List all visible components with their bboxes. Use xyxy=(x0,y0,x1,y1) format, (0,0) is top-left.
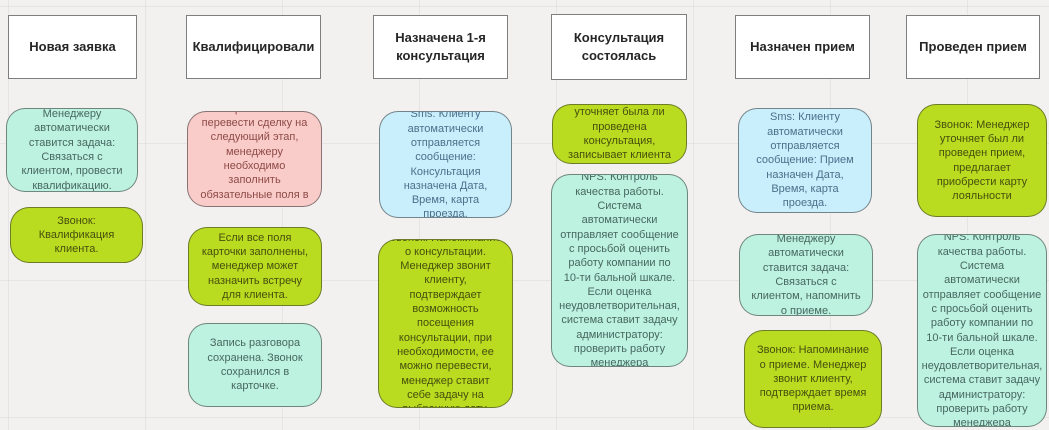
sticky-note-text: NPS: Контроль качества работы. Система а… xyxy=(921,234,1043,427)
sticky-note[interactable]: Звонок: Менеджер уточняет была ли провед… xyxy=(552,104,687,164)
sticky-note[interactable]: NPS: Контроль качества работы. Система а… xyxy=(551,174,688,367)
stage-header-appointment-set[interactable]: Назначен прием xyxy=(735,15,870,79)
sticky-note[interactable]: Sms: Клиенту автоматически отправляется … xyxy=(379,111,512,218)
stage-header-new-request[interactable]: Новая заявка xyxy=(8,15,137,79)
sticky-note[interactable]: Менеджеру автоматически ставится задача:… xyxy=(739,234,873,316)
sticky-note-text: NPS: Контроль качества работы. Система а… xyxy=(559,174,680,367)
sticky-note-text: Менеджеру автоматически ставится задача:… xyxy=(751,234,861,316)
sticky-note[interactable]: Звонок: Напоминание о консультации. Мене… xyxy=(378,239,513,408)
stage-header-label: Назначен прием xyxy=(750,39,855,55)
sticky-note[interactable]: Запись разговора сохранена. Звонок сохра… xyxy=(188,323,322,407)
sticky-note-text: Sms: Клиенту автоматически отправляется … xyxy=(403,111,488,218)
sticky-note-text: Звонок: Напоминание о приеме. Менеджер з… xyxy=(757,344,869,414)
sticky-note-text: Звонок: Менеджер уточняет был ли проведе… xyxy=(934,118,1030,203)
stage-header-qualified[interactable]: Квалифицировали xyxy=(186,15,321,79)
sticky-note-text: Звонок: Квалификация клиента. xyxy=(38,214,115,256)
stage-header-consultation-done[interactable]: Консультация состоялась xyxy=(551,14,687,80)
sticky-note-text: Менеджеру автоматически ставится задача:… xyxy=(21,108,123,192)
sticky-note-text: Если все поля карточки заполнены, менедж… xyxy=(201,231,309,301)
stage-header-label: Новая заявка xyxy=(29,39,116,55)
sticky-note-text: Sms: Клиенту автоматически отправляется … xyxy=(756,111,854,210)
sticky-note[interactable]: Звонок: Квалификация клиента. xyxy=(10,207,143,263)
sticky-note[interactable]: Контроль: Чтобы перевести сделку на след… xyxy=(187,111,322,207)
stage-header-label: Консультация состоялась xyxy=(573,30,665,63)
stage-header-first-consultation[interactable]: Назначена 1-я консультация xyxy=(373,15,508,79)
sticky-note[interactable]: Если все поля карточки заполнены, менедж… xyxy=(188,227,322,306)
sticky-note-text: Запись разговора сохранена. Звонок сохра… xyxy=(207,337,303,393)
stage-header-label: Квалифицировали xyxy=(192,39,315,55)
stage-header-label: Проведен прием xyxy=(919,39,1027,55)
sticky-note-text: Контроль: Чтобы перевести сделку на след… xyxy=(200,112,309,206)
sticky-note[interactable]: Звонок: Напоминание о приеме. Менеджер з… xyxy=(744,330,882,428)
sticky-note[interactable]: NPS: Контроль качества работы. Система а… xyxy=(917,234,1047,427)
sticky-note-text: Звонок: Напоминание о консультации. Мене… xyxy=(390,240,502,407)
sticky-note[interactable]: Менеджеру автоматически ставится задача:… xyxy=(6,108,138,192)
sticky-note[interactable]: Sms: Клиенту автоматически отправляется … xyxy=(738,108,872,213)
stage-header-appointment-done[interactable]: Проведен прием xyxy=(906,15,1040,79)
sticky-note-text: Звонок: Менеджер уточняет была ли провед… xyxy=(567,106,672,162)
sticky-note[interactable]: Звонок: Менеджер уточняет был ли проведе… xyxy=(917,104,1047,217)
stage-header-label: Назначена 1-я консультация xyxy=(395,30,486,63)
